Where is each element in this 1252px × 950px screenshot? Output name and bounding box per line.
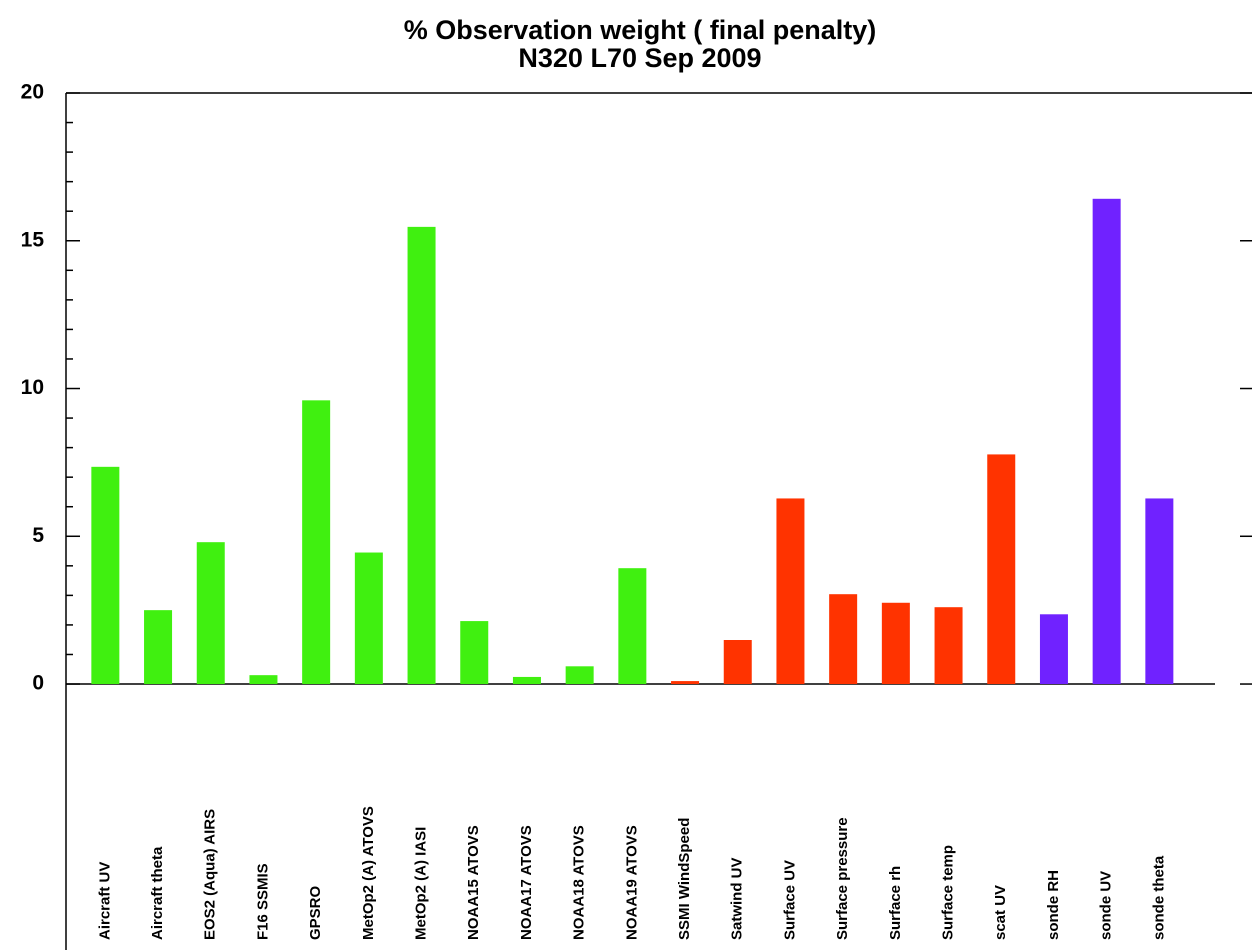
bar	[196, 542, 225, 685]
x-tick-label: Surface UV	[781, 860, 798, 940]
bar	[512, 676, 541, 685]
x-tick-label: Satwind UV	[729, 857, 746, 940]
x-tick-label: Aircraft theta	[149, 846, 166, 940]
y-tick-label: 15	[21, 228, 45, 251]
chart-subtitle: N320 L70 Sep 2009	[518, 43, 761, 73]
bar	[618, 568, 647, 685]
x-tick-label: Surface rh	[887, 866, 904, 940]
bar	[829, 594, 858, 685]
bar	[987, 454, 1016, 685]
bar	[354, 552, 383, 685]
x-tick-label: Aircraft UV	[96, 862, 113, 940]
bar	[302, 400, 331, 685]
x-tick-label: sonde RH	[1045, 870, 1062, 940]
x-tick-label: EOS2 (Aqua) AIRS	[202, 809, 219, 940]
bar	[407, 226, 436, 685]
chart-title: % Observation weight ( final penalty)	[404, 15, 877, 45]
x-tick-label: sonde theta	[1150, 855, 1167, 940]
x-tick-label: sonde UV	[1098, 871, 1115, 940]
bar	[881, 602, 910, 685]
bar	[144, 610, 173, 685]
bar	[1039, 614, 1068, 685]
x-tick-label: MetOp2 (A) ATOVS	[360, 806, 377, 940]
bar	[671, 681, 700, 685]
x-tick-label: F16 SSMIS	[254, 863, 271, 940]
y-tick-label: 0	[32, 672, 44, 695]
bar	[565, 666, 594, 685]
x-tick-label: Surface pressure	[834, 817, 851, 940]
x-tick-label: MetOp2 (A) IASI	[413, 827, 430, 940]
bar	[934, 607, 963, 685]
y-tick-label: 20	[21, 81, 44, 104]
y-tick-label: 5	[32, 524, 44, 547]
x-tick-label: NOAA17 ATOVS	[518, 825, 535, 940]
bar	[460, 621, 489, 685]
x-tick-label: NOAA18 ATOVS	[571, 825, 588, 940]
bar	[249, 675, 278, 685]
x-tick-label: Surface temp	[940, 845, 957, 940]
bar	[91, 466, 120, 685]
x-tick-label: NOAA15 ATOVS	[465, 825, 482, 940]
y-tick-label: 10	[21, 376, 44, 399]
bar	[1092, 198, 1121, 685]
x-tick-label: NOAA19 ATOVS	[623, 825, 640, 940]
bar	[776, 498, 805, 685]
x-tick-label: SSMI WindSpeed	[676, 818, 693, 940]
x-tick-label: GPSRO	[307, 885, 324, 940]
x-tick-label: scat UV	[992, 885, 1009, 940]
bar	[723, 640, 752, 685]
bar	[1145, 498, 1174, 685]
